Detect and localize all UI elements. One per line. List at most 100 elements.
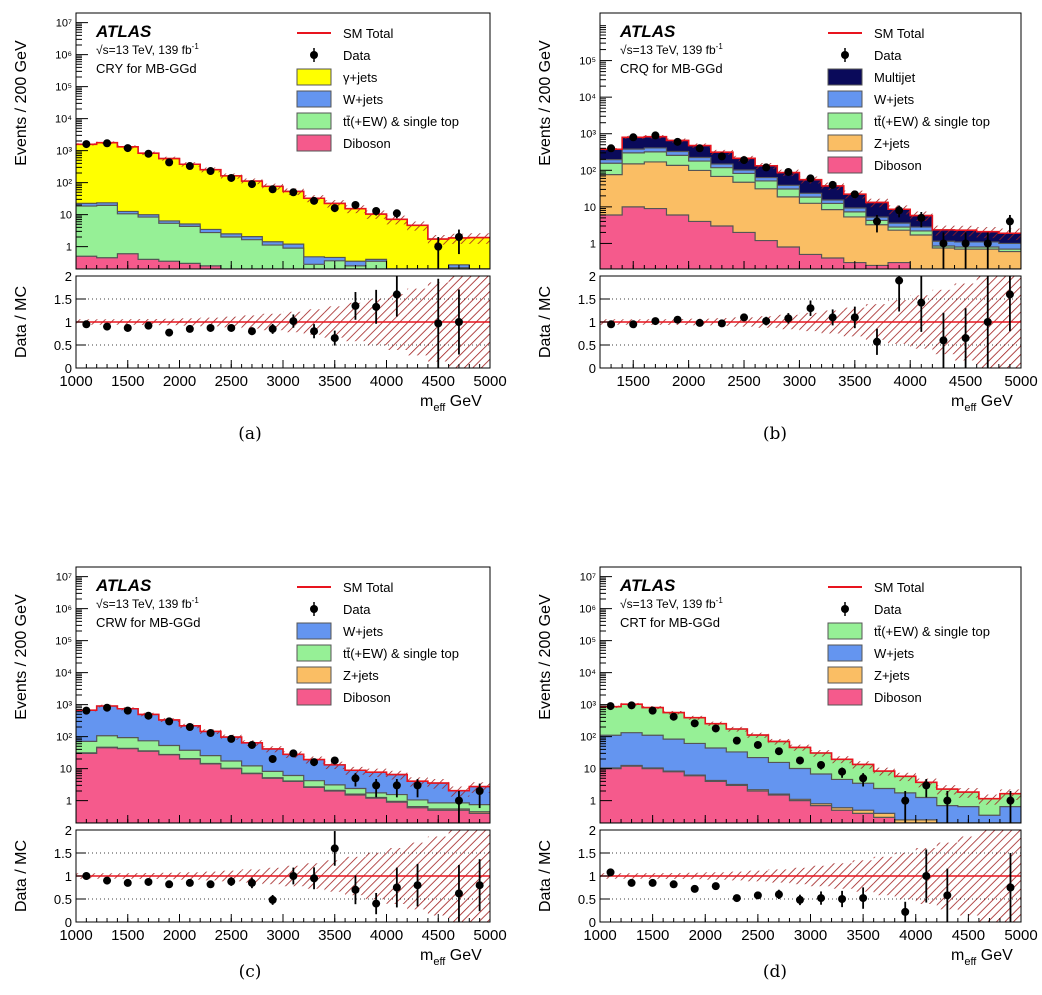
x-tick-label: 3500 xyxy=(846,927,879,944)
data-point xyxy=(392,781,401,790)
data-point xyxy=(289,188,298,197)
data-point xyxy=(454,233,463,241)
atlas-label: ATLAS xyxy=(619,576,676,595)
ratio-y-axis-label: Data / MC xyxy=(13,840,30,912)
legend-entry: γ+jets xyxy=(343,70,378,85)
ratio-point xyxy=(268,895,277,904)
legend-swatch xyxy=(296,68,332,86)
x-tick-label: 4000 xyxy=(894,373,927,390)
ratio-point xyxy=(784,314,793,323)
data-point xyxy=(227,173,236,182)
data-point xyxy=(606,702,615,711)
data-point xyxy=(983,239,992,248)
region-label: CRT for MB-GGd xyxy=(620,615,720,630)
ratio-point xyxy=(629,320,638,329)
data-point xyxy=(206,167,215,176)
lumi-sup: -1 xyxy=(192,596,200,605)
data-point xyxy=(859,774,868,783)
data-point xyxy=(732,736,741,745)
x-tick-label: 2500 xyxy=(727,373,760,390)
ratio-point xyxy=(123,323,132,332)
data-point xyxy=(695,144,704,153)
ratio-y-axis-label: Data / MC xyxy=(537,840,554,912)
legend-entry: SM Total xyxy=(343,26,393,41)
data-point xyxy=(144,149,153,158)
y-axis-label: Events / 200 GeV xyxy=(537,594,554,720)
legend-entry: SM Total xyxy=(874,580,924,595)
data-point xyxy=(806,174,815,183)
ratio-y-tick-label: 2 xyxy=(589,823,596,838)
x-label-sub: eff xyxy=(964,402,977,414)
ratio-point xyxy=(922,872,931,880)
ratio-area xyxy=(76,830,490,922)
ratio-y-tick-label: 1.5 xyxy=(54,846,72,861)
x-tick-label: 3000 xyxy=(266,373,299,390)
x-label-unit: GeV xyxy=(445,947,482,964)
ratio-point xyxy=(838,895,847,903)
ratio-y-tick-label: 1 xyxy=(65,869,72,884)
data-point xyxy=(310,758,319,767)
ratio-point xyxy=(454,889,463,898)
lumi-label: √s=13 TeV, 139 fb-1 xyxy=(620,596,723,611)
x-tick-label: 3500 xyxy=(318,373,351,390)
legend-entry: Multijet xyxy=(874,70,916,85)
ratio-y-axis-label: Data / MC xyxy=(13,286,30,358)
x-axis-label: meff GeV xyxy=(951,947,1013,968)
data-point xyxy=(690,719,699,728)
ratio-point xyxy=(1005,290,1014,299)
ratio-point xyxy=(732,894,741,903)
x-label-unit: GeV xyxy=(976,393,1013,410)
ratio-y-axis-label: Data / MC xyxy=(537,286,554,358)
ratio-point xyxy=(330,844,339,853)
lumi-text: √s=13 TeV, 139 fb xyxy=(620,43,716,57)
data-point xyxy=(475,787,484,795)
legend-entry: tt̄(+EW) & single top xyxy=(874,114,990,129)
ratio-point xyxy=(330,334,339,343)
x-axis-label: meff GeV xyxy=(420,393,482,414)
uncertainty-band xyxy=(957,788,979,798)
legend-entry: Data xyxy=(343,602,371,617)
y-tick-label: 10⁷ xyxy=(580,572,596,584)
region-label: CRY for MB-GGd xyxy=(96,61,197,76)
ratio-point xyxy=(828,313,837,322)
ratio-point xyxy=(454,318,463,326)
data-point xyxy=(838,767,847,776)
data-point xyxy=(392,209,401,218)
ratio-point xyxy=(627,878,636,887)
y-tick-label: 1 xyxy=(590,796,596,808)
data-point xyxy=(103,139,112,148)
x-tick-label: 3000 xyxy=(794,927,827,944)
ratio-point xyxy=(753,891,762,900)
x-tick-label: 1000 xyxy=(583,927,616,944)
y-tick-label: 1 xyxy=(66,796,72,808)
data-point xyxy=(717,152,726,161)
y-tick-label: 10 xyxy=(584,764,596,776)
ratio-y-tick-label: 0.5 xyxy=(54,892,72,907)
x-tick-label: 4000 xyxy=(370,927,403,944)
ratio-point xyxy=(917,298,926,307)
legend-entry: Z+jets xyxy=(874,136,910,151)
ratio-point xyxy=(227,877,236,886)
legend-entry: Diboson xyxy=(343,136,391,151)
ratio-point xyxy=(961,334,970,343)
data-point xyxy=(740,156,749,165)
x-label-main: m xyxy=(420,947,433,964)
data-point xyxy=(1006,796,1015,805)
legend-entry: Z+jets xyxy=(343,668,379,683)
data-point xyxy=(82,140,91,149)
legend-entry: W+jets xyxy=(874,646,915,661)
data-point xyxy=(850,190,859,199)
data-point xyxy=(673,137,682,146)
x-tick-label: 3500 xyxy=(318,927,351,944)
y-tick-label: 1 xyxy=(590,238,596,250)
legend-swatch xyxy=(296,666,332,684)
data-point xyxy=(901,796,910,805)
legend-entry: W+jets xyxy=(874,92,915,107)
data-point xyxy=(669,712,678,721)
x-label-main: m xyxy=(951,393,964,410)
uncertainty-band xyxy=(427,779,449,789)
data-point xyxy=(627,701,636,710)
